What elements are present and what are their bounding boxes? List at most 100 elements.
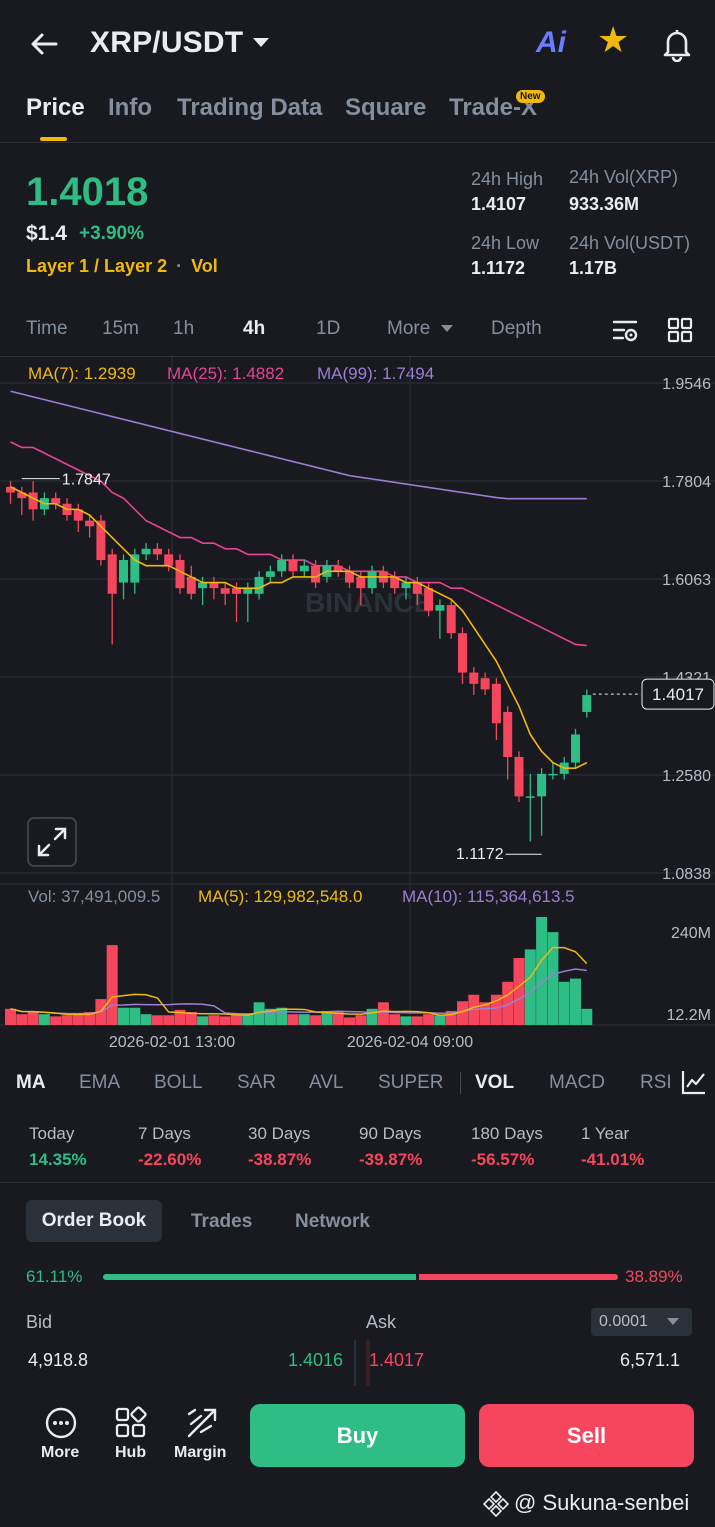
ma7-line bbox=[10, 486, 588, 770]
candle-body bbox=[503, 711, 513, 757]
margin-label[interactable]: Margin bbox=[174, 1444, 227, 1461]
favorite-star-icon[interactable]: ★ bbox=[597, 19, 630, 60]
chevron-down-icon[interactable] bbox=[667, 1318, 679, 1325]
tab-price[interactable]: Price bbox=[26, 94, 85, 121]
buy-button[interactable]: Buy bbox=[250, 1404, 465, 1467]
more-icon[interactable] bbox=[44, 1406, 78, 1440]
candle-body bbox=[186, 576, 196, 594]
indicator-rsi[interactable]: RSI bbox=[640, 1072, 672, 1093]
ask-price[interactable]: 1.4017 bbox=[369, 1350, 425, 1370]
candle-body bbox=[345, 571, 354, 583]
volume-bar bbox=[163, 1015, 175, 1025]
candle-body bbox=[209, 582, 219, 589]
indicator-ema[interactable]: EMA bbox=[79, 1072, 121, 1093]
hub-icon[interactable] bbox=[114, 1406, 148, 1440]
candle-body bbox=[571, 734, 580, 763]
indicator-avl[interactable]: AVL bbox=[309, 1072, 344, 1093]
price-change-percent: +3.90% bbox=[79, 223, 144, 244]
candle-body bbox=[401, 582, 411, 589]
indicator-ma[interactable]: MA bbox=[16, 1072, 46, 1093]
high-marker-label: 1.7847 bbox=[62, 472, 111, 489]
pair-selector[interactable]: XRP/USDT bbox=[90, 26, 244, 59]
last-price: 1.4018 bbox=[26, 170, 149, 214]
volume-bar bbox=[84, 1012, 96, 1025]
back-arrow-icon[interactable] bbox=[26, 26, 62, 62]
volume-tick-label: 240M bbox=[671, 925, 711, 942]
ma99-line bbox=[10, 390, 587, 500]
more-label[interactable]: More bbox=[41, 1444, 80, 1461]
new-badge: New bbox=[516, 90, 545, 103]
indicator-macd[interactable]: MACD bbox=[549, 1072, 605, 1093]
divider bbox=[460, 1072, 461, 1094]
chevron-down-icon[interactable] bbox=[441, 325, 453, 332]
volume-bar bbox=[27, 1012, 39, 1025]
tab-order-book[interactable]: Order Book bbox=[26, 1200, 162, 1242]
stat-24h-low-label: 24h Low bbox=[471, 233, 540, 253]
watermark-text: @ Sukuna-senbei bbox=[514, 1490, 690, 1515]
binance-logo-icon bbox=[482, 1490, 510, 1518]
price-tick-label: 1.0838 bbox=[662, 866, 711, 883]
candle-body bbox=[288, 560, 298, 572]
stat-24h-vol-usdt-label: 24h Vol(USDT) bbox=[569, 233, 691, 253]
indicator-sar[interactable]: SAR bbox=[237, 1072, 277, 1093]
tag-vol[interactable]: Vol bbox=[191, 256, 218, 276]
perf-label: Today bbox=[29, 1124, 75, 1143]
tab-trades[interactable]: Trades bbox=[191, 1211, 253, 1232]
divider bbox=[354, 1340, 356, 1386]
tab-info[interactable]: Info bbox=[108, 94, 152, 121]
volume-bar bbox=[310, 1015, 322, 1025]
volume-bar bbox=[366, 1008, 378, 1025]
fullscreen-expand-icon[interactable] bbox=[27, 817, 77, 867]
layout-grid-icon[interactable] bbox=[667, 317, 693, 343]
indicator-vol[interactable]: VOL bbox=[475, 1072, 515, 1093]
perf-value: -41.01% bbox=[581, 1150, 645, 1169]
volume-bar bbox=[174, 1009, 186, 1025]
perf-value: 14.35% bbox=[29, 1150, 87, 1169]
tab-square[interactable]: Square bbox=[345, 94, 427, 121]
bell-icon[interactable] bbox=[658, 26, 696, 62]
perf-value: -22.60% bbox=[138, 1150, 202, 1169]
candle-body bbox=[152, 548, 162, 555]
interval-15m[interactable]: 15m bbox=[102, 318, 139, 339]
volume-tick-label: 12.2M bbox=[667, 1007, 711, 1024]
precision-select[interactable]: 0.0001 bbox=[591, 1308, 692, 1336]
stat-24h-low-value: 1.1172 bbox=[471, 258, 526, 278]
interval-time[interactable]: Time bbox=[26, 318, 68, 339]
interval-1h[interactable]: 1h bbox=[173, 318, 195, 339]
interval-4h[interactable]: 4h bbox=[243, 318, 266, 339]
candlestick-chart[interactable]: BINANCE1.95461.78041.60631.43211.25801.0… bbox=[0, 357, 715, 1052]
active-tab-indicator bbox=[40, 137, 67, 141]
hub-label[interactable]: Hub bbox=[115, 1444, 147, 1461]
bid-quantity: 4,918.8 bbox=[28, 1350, 89, 1370]
sell-button[interactable]: Sell bbox=[479, 1404, 694, 1467]
indicator-settings-icon[interactable] bbox=[681, 1069, 707, 1095]
tab-network[interactable]: Network bbox=[295, 1211, 370, 1232]
ai-assistant-icon[interactable]: Ai bbox=[536, 26, 566, 59]
volume-bar bbox=[264, 1008, 276, 1025]
candle-body bbox=[582, 695, 592, 712]
interval-more[interactable]: More bbox=[387, 318, 431, 339]
tag-layer[interactable]: Layer 1 / Layer 2 bbox=[26, 256, 168, 276]
perf-value: -39.87% bbox=[359, 1150, 423, 1169]
indicator-boll[interactable]: BOLL bbox=[154, 1072, 203, 1093]
ma25-line bbox=[10, 441, 587, 647]
category-tags[interactable]: Layer 1 / Layer 2 · Vol bbox=[26, 256, 218, 277]
volume-bar bbox=[490, 994, 502, 1025]
candle-body bbox=[119, 560, 128, 583]
bid-price[interactable]: 1.4016 bbox=[288, 1350, 344, 1370]
candle-body bbox=[412, 582, 422, 594]
candle-body bbox=[514, 756, 524, 797]
interval-1d[interactable]: 1D bbox=[316, 318, 341, 339]
interval-depth[interactable]: Depth bbox=[491, 318, 542, 339]
margin-icon[interactable] bbox=[185, 1406, 219, 1440]
volume-legend: Vol: 37,491,009.5 bbox=[28, 887, 161, 906]
candle-body bbox=[17, 492, 27, 499]
indicator-super[interactable]: SUPER bbox=[378, 1072, 444, 1093]
tab-trading-data[interactable]: Trading Data bbox=[177, 94, 323, 121]
volume-bar bbox=[479, 1002, 491, 1025]
divider bbox=[0, 356, 715, 357]
candle-body bbox=[265, 571, 275, 577]
chevron-down-icon[interactable] bbox=[253, 38, 269, 47]
candle-body bbox=[51, 498, 61, 504]
chart-settings-icon[interactable] bbox=[612, 318, 640, 344]
